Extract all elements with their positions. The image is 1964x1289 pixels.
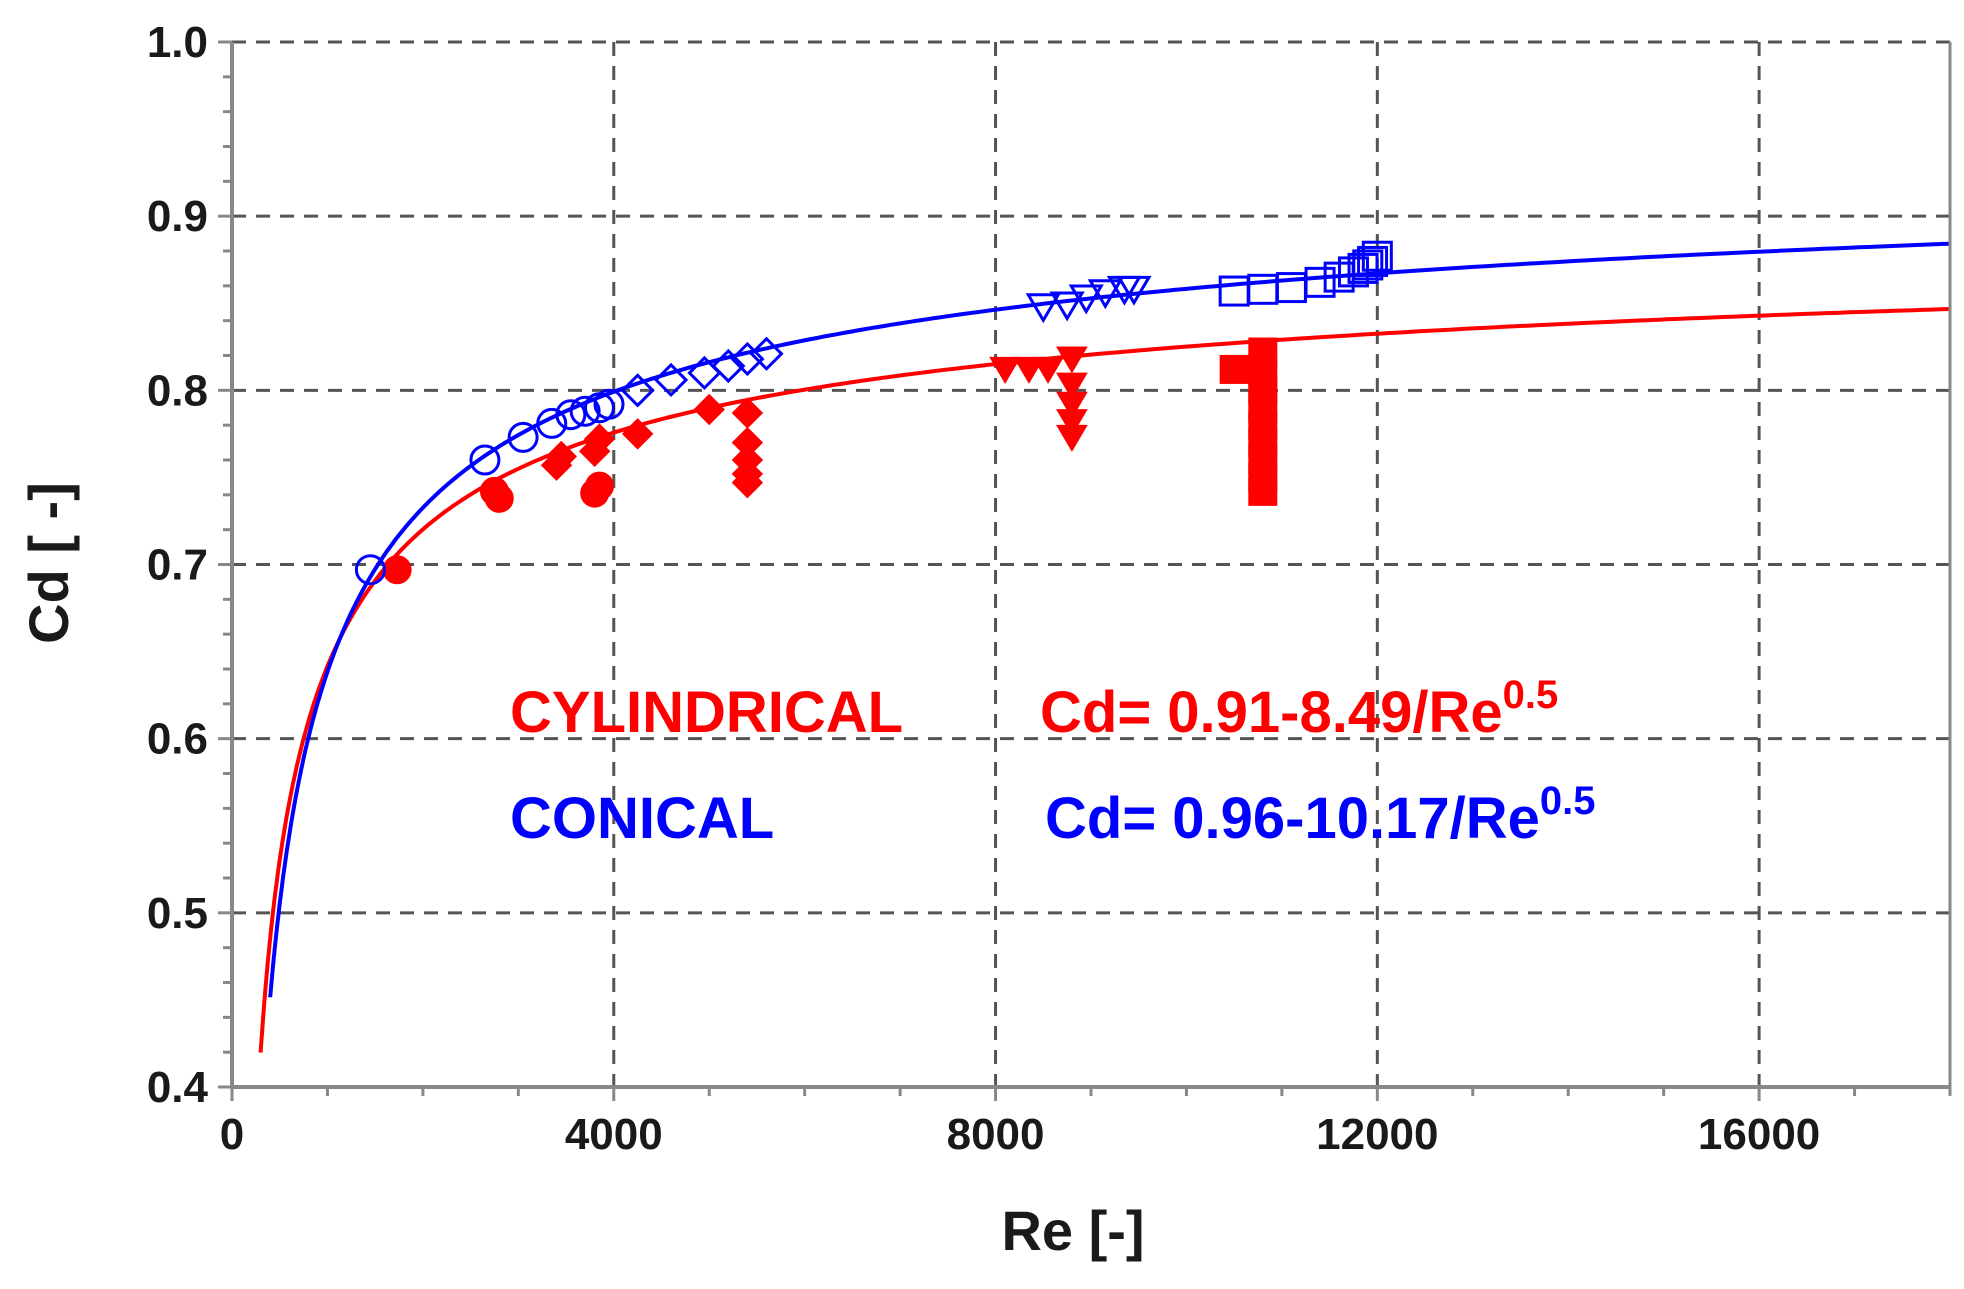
data-point: [1357, 245, 1389, 277]
data-point: [583, 423, 616, 455]
data-point: [545, 440, 577, 473]
data-point: [621, 418, 654, 450]
data-markers: [354, 240, 1393, 586]
y-axis-title: Cd [ -]: [17, 482, 80, 644]
data-point: [1056, 391, 1088, 419]
data-point: [1219, 354, 1249, 384]
x-tick-label: 4000: [565, 1110, 663, 1159]
y-tick-label: 1.0: [147, 18, 208, 67]
data-point: [593, 388, 625, 420]
data-point: [1056, 424, 1088, 452]
data-point: [1361, 240, 1393, 272]
cylindrical-formula: Cd= 0.91-8.49/Re0.5: [1040, 673, 1558, 745]
conical-label: CONICAL: [510, 786, 774, 851]
data-point: [569, 395, 601, 427]
gridlines: [232, 40, 1950, 1087]
data-point: [354, 554, 386, 586]
conical-fit-curve: [268, 241, 1951, 998]
x-tick-label: 8000: [947, 1110, 1045, 1159]
data-point: [536, 407, 568, 439]
data-point: [1056, 409, 1088, 437]
data-point: [1248, 476, 1278, 506]
conical-formula: Cd= 0.96-10.17/Re0.5: [1045, 779, 1596, 851]
y-tick-label: 0.8: [147, 366, 208, 415]
data-point: [1087, 279, 1123, 310]
data-point: [584, 471, 614, 501]
y-tick-label: 0.4: [147, 1063, 209, 1112]
data-point: [1116, 275, 1152, 306]
y-tick-label: 0.6: [147, 715, 208, 764]
cylindrical-formula-base: Cd= 0.91-8.49/Re: [1040, 680, 1503, 745]
data-point: [1068, 284, 1104, 315]
data-point: [653, 362, 689, 398]
data-point: [730, 341, 765, 377]
x-tick-label: 16000: [1698, 1110, 1820, 1159]
data-point: [1032, 356, 1064, 384]
data-point: [1352, 249, 1384, 281]
data-point: [620, 373, 655, 408]
data-point: [1056, 346, 1088, 374]
data-point: [1056, 372, 1088, 400]
y-tick-label: 0.9: [147, 192, 208, 241]
conical-formula-base: Cd= 0.96-10.17/Re: [1045, 786, 1540, 851]
data-point: [1025, 293, 1061, 324]
data-point: [1049, 291, 1085, 322]
data-point: [693, 393, 725, 426]
data-point: [1304, 266, 1336, 298]
data-point: [731, 466, 764, 499]
data-point: [711, 348, 746, 384]
x-tick-label: 0: [220, 1110, 244, 1159]
data-point: [989, 356, 1021, 384]
data-point: [469, 444, 501, 476]
x-tick-label: 12000: [1316, 1110, 1438, 1159]
axes: [218, 40, 1952, 1101]
data-point: [507, 421, 539, 453]
cylindrical-formula-exponent: 0.5: [1503, 673, 1559, 717]
data-point: [749, 336, 784, 371]
data-point: [555, 399, 587, 431]
tick-labels: 0 4000 8000 12000 16000 0.4 0.5 0.6 0.7 0.8 0.9 1.0: [147, 18, 1820, 1159]
data-point: [382, 555, 412, 585]
cylindrical-label: CYLINDRICAL: [510, 680, 903, 745]
conical-formula-exponent: 0.5: [1540, 779, 1596, 823]
x-axis-title: Re [-]: [1001, 1199, 1144, 1262]
y-tick-label: 0.5: [147, 889, 208, 938]
y-tick-label: 0.7: [147, 541, 208, 590]
data-point: [484, 483, 514, 513]
